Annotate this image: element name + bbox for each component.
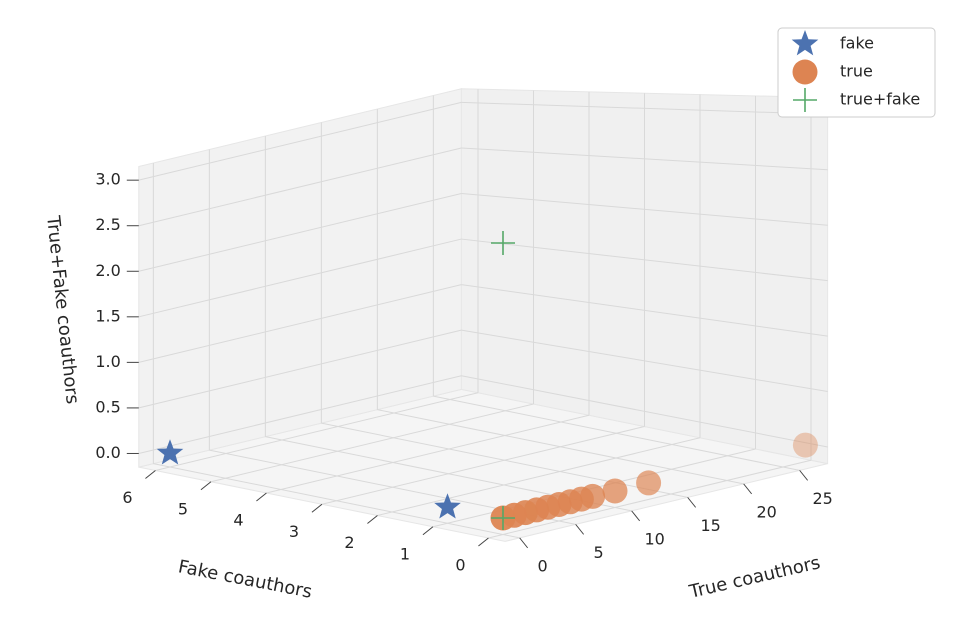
point [434, 493, 461, 519]
legend-box [777, 27, 936, 118]
grid-line [321, 426, 645, 505]
legend-marker [793, 88, 817, 112]
z-tick-label: 3.0 [95, 170, 120, 189]
y-tick-label: 1 [400, 544, 410, 563]
grid-line [461, 284, 828, 337]
grid-line [138, 238, 462, 318]
tick-mark [145, 470, 156, 479]
point [491, 231, 515, 255]
tick-mark [367, 515, 378, 524]
y-tick-label: 2 [344, 533, 354, 552]
x-axis-label: True coauthors [686, 552, 822, 603]
grid-line [461, 147, 828, 171]
panes [138, 88, 829, 542]
tick-mark [256, 492, 267, 502]
grid-line [138, 147, 462, 227]
x-tick-label: 25 [812, 489, 832, 508]
tick-mark [422, 526, 434, 536]
grid-line [138, 101, 462, 181]
legend-label: true [840, 62, 873, 81]
grid-line [488, 459, 812, 539]
z-tick-label: 2.5 [95, 215, 120, 234]
z-tick-label: 0.0 [95, 443, 120, 462]
tick-mark [200, 481, 212, 491]
tick-mark [478, 537, 489, 547]
grid-line [461, 375, 828, 448]
grid-line [138, 329, 462, 409]
legend-label: true+fake [840, 90, 920, 109]
point [636, 470, 662, 496]
z-tick-label: 2.0 [95, 261, 120, 280]
marks [156, 231, 818, 531]
z-tick-label: 1.5 [95, 306, 120, 325]
point [602, 478, 628, 504]
legend-marker [791, 30, 819, 56]
y-tick-label: 0 [455, 556, 465, 575]
x-tick-label: 0 [538, 556, 548, 575]
legend: fake true true+fake [777, 27, 936, 118]
legend-marker [792, 59, 818, 85]
grid-line [138, 284, 462, 363]
grid-line [461, 193, 828, 226]
grid-line [138, 375, 462, 454]
point [491, 506, 515, 530]
y-tick-label: 5 [178, 499, 188, 518]
x-tick-label: 5 [594, 543, 604, 562]
tick-mark [799, 470, 809, 481]
grid-line [266, 414, 590, 494]
grid-line [155, 392, 479, 471]
y-tick-label: 4 [233, 511, 243, 530]
grid-line [210, 403, 534, 483]
grid-line [461, 329, 828, 393]
point [156, 439, 184, 465]
x-tick-label: 10 [644, 529, 664, 548]
tick-mark [575, 524, 585, 535]
z-tick-label: 1.0 [95, 352, 120, 371]
grid-line [377, 437, 701, 516]
tick-mark [631, 510, 641, 522]
x-tick-label: 20 [756, 502, 776, 521]
x-tick-label: 15 [700, 516, 720, 535]
y-axis-label: Fake coauthors [176, 556, 313, 603]
z-tick-label: 0.5 [95, 397, 120, 416]
tick-mark [519, 537, 529, 549]
tick-mark [311, 503, 323, 513]
y-tick-label: 3 [289, 522, 299, 541]
y-tick-label: 6 [122, 488, 132, 507]
tick-mark [687, 497, 697, 508]
grid [138, 89, 828, 539]
grid-line [461, 101, 828, 115]
grid-line [138, 193, 462, 272]
legend-label: fake [840, 34, 874, 53]
z-axis-label: True+Fake coauthors [42, 214, 83, 405]
point [792, 432, 818, 458]
grid-line [461, 238, 828, 282]
tick-mark [743, 483, 753, 495]
